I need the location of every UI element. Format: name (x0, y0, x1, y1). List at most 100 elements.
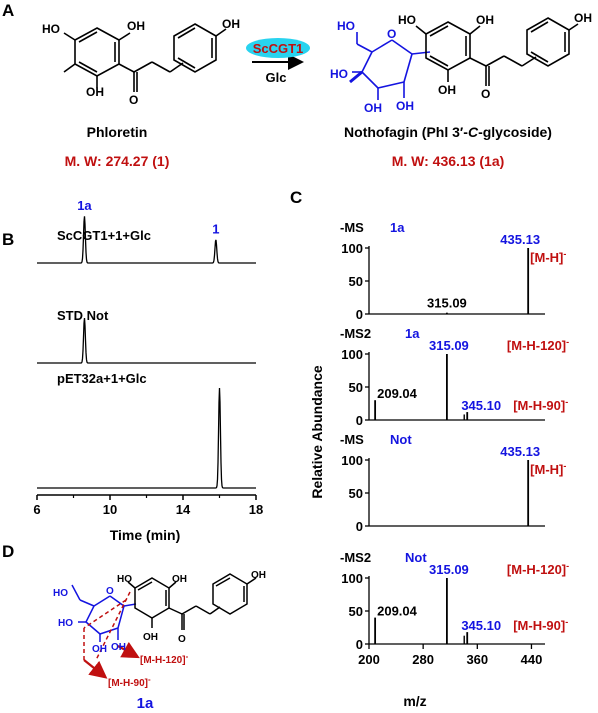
ms-ion-label-2-0: [M-H]- (530, 461, 566, 477)
notho-oh-c2: OH (396, 99, 414, 113)
ms-x-tick-label-0: 200 (358, 652, 380, 667)
ms-title-2: -MS (340, 432, 364, 447)
frag-oh-c2: OH (111, 642, 126, 653)
notho-ring-o: O (387, 27, 396, 41)
ms-y-tick-label-3-1: 50 (349, 604, 363, 619)
ms-ion-text-1-2: [M-H-90] (513, 398, 565, 413)
ms-y-tick-label-1-1: 50 (349, 380, 363, 395)
ms-peak-label-0-1: 315.09 (427, 296, 467, 311)
ms-ion-label-3-2: [M-H-90]- (513, 617, 568, 633)
nothofagin-structure (349, 17, 579, 100)
frag-ho-c4: HO (58, 618, 73, 629)
phloretin-oh-phenol: OH (222, 17, 240, 31)
ms-y-tick-label-1-0: 0 (356, 413, 363, 428)
ms-sample-0: 1a (390, 220, 405, 235)
notho-oh-phenol: OH (574, 11, 592, 25)
ms-y-tick-label-3-0: 0 (356, 637, 363, 652)
notho-ho-c4: HO (330, 67, 348, 81)
phloretin-carbonyl-o: O (129, 93, 138, 107)
ms-y-tick-label-0-2: 100 (341, 241, 363, 256)
ms-ion-sup-2-0: - (563, 461, 566, 471)
ms-ion-sup-0-0: - (563, 249, 566, 259)
ms-title-0: -MS (340, 220, 364, 235)
panel-b-letter: B (2, 230, 14, 249)
phloretin-ho-left: HO (42, 22, 60, 36)
ms-y-tick-label-1-2: 100 (341, 347, 363, 362)
ms-y-tick-label-2-0: 0 (356, 519, 363, 534)
frag-ho-top: HO (117, 574, 132, 585)
ms-ion-sup-1-2: - (565, 397, 568, 407)
panel-c: C Relative Abundance 0 50 100 -MS 1a 435.13 [M… (290, 188, 569, 709)
phloretin-oh-top: OH (127, 19, 145, 33)
hplc-x-label: Time (min) (110, 527, 181, 543)
trace-label-2: pET32a+1+Glc (57, 371, 147, 386)
ms-x-tick-label-1: 280 (412, 652, 434, 667)
notho-ho-top: HO (398, 13, 416, 27)
phloretin-mw: M. W: 274.27 (1) (65, 153, 170, 169)
peak-label-0-0: 1a (77, 198, 92, 213)
ms-ion-label-0-0: [M-H]- (530, 249, 566, 265)
phloretin-oh-bottom: OH (86, 85, 104, 99)
hplc-x-tick-label-3: 18 (249, 502, 263, 517)
ms-ion-label-1-0: [M-H-120]- (507, 337, 569, 353)
frag-oh-phenol: OH (251, 570, 266, 581)
ms-y-tick-label-2-2: 100 (341, 453, 363, 468)
ms-peak-label-3-0: 315.09 (429, 562, 469, 577)
ms-ion-label-1-2: [M-H-90]- (513, 397, 568, 413)
ms-ion-sup-3-2: - (565, 617, 568, 627)
ms-ion-text-0-0: [M-H] (530, 250, 563, 265)
frag-oh-top: OH (172, 574, 187, 585)
hplc-trace-2 (37, 387, 256, 489)
ms-sample-2: Not (390, 432, 412, 447)
ms-y-tick-label-0-1: 50 (349, 274, 363, 289)
ms-y-tick-label-2-1: 50 (349, 486, 363, 501)
ms-y-label: Relative Abundance (309, 365, 325, 499)
hplc-x-tick-label-0: 6 (33, 502, 40, 517)
ms-x-tick-label-2: 360 (466, 652, 488, 667)
frag-oh-bottom: OH (143, 632, 158, 643)
ms-x-label: m/z (403, 693, 426, 709)
ms-peak-label-3-1: 209.04 (377, 604, 418, 619)
peak-label-0-1: 1 (212, 222, 219, 237)
ms-peak-label-2-0: 435.13 (500, 444, 540, 459)
panel-d-letter: D (2, 542, 14, 561)
ms-peak-label-1-1: 209.04 (377, 386, 418, 401)
panel-d: D (2, 542, 266, 712)
frag-90-label: [M-H-90]- (108, 675, 151, 689)
enzyme-label: ScCGT1 (253, 41, 304, 56)
ms-ion-text-3-2: [M-H-90] (513, 618, 565, 633)
frag-compound-label: 1a (137, 695, 154, 712)
nothofagin-mw: M. W: 436.13 (1a) (392, 153, 505, 169)
ms-y-tick-label-0-0: 0 (356, 307, 363, 322)
trace-label-1: STD Not (57, 308, 109, 323)
ms-title-3: -MS2 (340, 550, 371, 565)
trace-label-0: ScCGT1+1+Glc (57, 228, 151, 243)
sugar-label: Glc (266, 70, 287, 85)
ms-title-1: -MS2 (340, 326, 371, 341)
hplc-trace-1 (37, 318, 256, 364)
ms-y-tick-label-3-2: 100 (341, 571, 363, 586)
fragmentation-structure (71, 573, 257, 679)
hplc-traces: ScCGT1+1+Glc 1a 1 STD Not pET32a+1+Glc 6 10 14 1… (33, 198, 263, 517)
ms-ion-sup-1-0: - (566, 337, 569, 347)
ms-ion-sup-3-0: - (566, 561, 569, 571)
ms-peak-label-1-2: 345.10 (461, 398, 501, 413)
ms-ion-text-1-0: [M-H-120] (507, 338, 566, 353)
ms-ion-text-2-0: [M-H] (530, 462, 563, 477)
nothofagin-name: Nothofagin (Phl 3′-C-glycoside) (344, 124, 552, 140)
ms-sample-1: 1a (405, 326, 420, 341)
notho-ho-ch2: HO (337, 19, 355, 33)
ms-peak-label-0-0: 435.13 (500, 232, 540, 247)
hplc-x-tick-label-2: 14 (176, 502, 191, 517)
ms-x-tick-label-3: 440 (521, 652, 543, 667)
notho-oh-bottom: OH (438, 83, 456, 97)
phloretin-structure (63, 23, 227, 92)
hplc-x-tick-label-1: 10 (103, 502, 117, 517)
panel-a-letter: A (2, 1, 14, 20)
panel-b: B ScCGT1+1+Glc 1a 1 STD Not pET32a+1+Glc 6 10 1… (2, 198, 263, 543)
ms-sample-3: Not (405, 550, 427, 565)
ms-ion-label-3-0: [M-H-120]- (507, 561, 569, 577)
enzyme-highlight (246, 38, 310, 58)
